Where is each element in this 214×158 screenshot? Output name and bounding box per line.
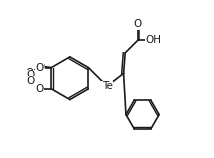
Text: O: O <box>35 63 43 73</box>
Text: O: O <box>36 62 45 72</box>
Text: O: O <box>27 70 35 80</box>
Text: O: O <box>35 84 43 94</box>
Text: O: O <box>27 76 35 86</box>
Text: OH: OH <box>146 35 162 45</box>
Text: O: O <box>134 19 142 30</box>
Text: Te: Te <box>102 81 112 91</box>
Text: O: O <box>25 68 33 78</box>
